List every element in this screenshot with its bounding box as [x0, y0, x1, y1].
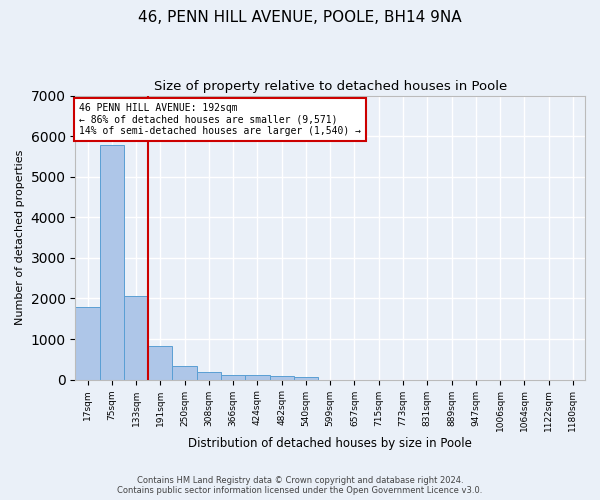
- Bar: [294, 377, 318, 380]
- Bar: [172, 366, 197, 380]
- Bar: [197, 372, 221, 380]
- Text: 46, PENN HILL AVENUE, POOLE, BH14 9NA: 46, PENN HILL AVENUE, POOLE, BH14 9NA: [138, 10, 462, 25]
- Text: 46 PENN HILL AVENUE: 192sqm
← 86% of detached houses are smaller (9,571)
14% of : 46 PENN HILL AVENUE: 192sqm ← 86% of det…: [79, 103, 361, 136]
- Text: Contains HM Land Registry data © Crown copyright and database right 2024.
Contai: Contains HM Land Registry data © Crown c…: [118, 476, 482, 495]
- Bar: [76, 308, 100, 380]
- Title: Size of property relative to detached houses in Poole: Size of property relative to detached ho…: [154, 80, 507, 93]
- X-axis label: Distribution of detached houses by size in Poole: Distribution of detached houses by size …: [188, 437, 472, 450]
- Bar: [148, 346, 172, 380]
- Bar: [100, 145, 124, 380]
- Bar: [221, 374, 245, 380]
- Y-axis label: Number of detached properties: Number of detached properties: [15, 150, 25, 326]
- Bar: [245, 375, 269, 380]
- Bar: [269, 376, 294, 380]
- Bar: [124, 296, 148, 380]
